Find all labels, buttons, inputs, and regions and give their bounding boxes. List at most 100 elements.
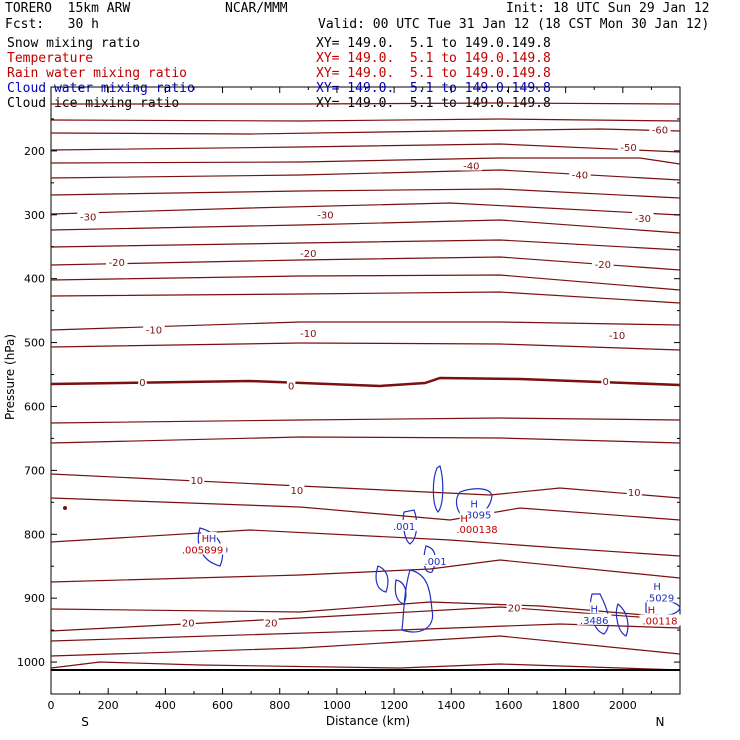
temperature-label-bg [297, 247, 320, 259]
temperature-contour-line [50, 601, 681, 619]
rain-label: .005899 [182, 546, 223, 557]
temperature-label-bg [632, 211, 654, 223]
model-title: TORERO 15km ARW [5, 1, 131, 16]
temperature-label: 20 [265, 618, 278, 629]
rain-label-bg [453, 523, 501, 535]
temperature-label-bg [460, 159, 483, 171]
cloud-water-label: .001 [424, 557, 446, 568]
temperature-contour-line [50, 256, 681, 271]
cloud-water-contours [197, 465, 681, 637]
cloud-water-label-bg [589, 602, 599, 614]
temperature-label: 10 [190, 476, 203, 487]
cloud-water-label: .5029 [646, 593, 675, 604]
temperature-label: -40 [463, 162, 479, 173]
contour-dot [63, 506, 67, 510]
temperature-label-bg [592, 257, 614, 269]
field-snow-xy: XY= 149.0. 5.1 to 149.0.149.8 [316, 36, 551, 51]
cloud-water-label: .3095 [463, 510, 492, 521]
cloud-water-label-bg [576, 613, 612, 625]
temperature-contour-line [50, 202, 681, 216]
temperature-label-bg [569, 168, 591, 180]
rain-label: H [648, 606, 656, 617]
temperature-label: 0 [139, 378, 145, 389]
rain-label-bg [459, 512, 469, 524]
x-tick-label: 400 [155, 699, 176, 712]
temperature-label-bg [617, 140, 640, 152]
cloud-water-label: H [470, 500, 478, 511]
temperature-label: 0 [602, 377, 608, 388]
temperature-contour-line [50, 376, 681, 388]
temperature-label: -20 [109, 258, 125, 269]
temperature-contour-line [50, 239, 681, 251]
temperature-contour-line [50, 128, 681, 135]
temperature-label-bg [297, 326, 320, 338]
temperature-label: 10 [291, 486, 304, 497]
temperature-contour-line [50, 473, 681, 499]
temperature-contour-line [50, 321, 681, 331]
chart-labels: -60 -50 -40 -40 -30 -30 -30 -20 -20 -20 -10 -10 -10 0… [77, 123, 681, 629]
cloud-water-label: .3486 [580, 616, 609, 627]
x-tick-label: 0 [48, 699, 55, 712]
x-tick-label: 1200 [380, 699, 408, 712]
y-tick-label: 1000 [17, 656, 45, 669]
temperature-label-bg [506, 601, 522, 613]
y-tick-label: 700 [24, 464, 45, 477]
temperature-label: 0 [288, 381, 294, 392]
temperature-contour-line [50, 118, 681, 122]
cloud-water-label-bg [642, 591, 678, 603]
field-rain-xy: XY= 149.0. 5.1 to 149.0.149.8 [316, 66, 551, 81]
temperature-contour-line [50, 529, 681, 557]
x-axis-title: Distance (km) [326, 714, 410, 728]
field-rain-label: Rain water mixing ratio [7, 66, 188, 81]
x-tick-label: 1600 [494, 699, 522, 712]
temperature-contour-line [50, 188, 681, 199]
temperature-label-bg [286, 379, 296, 391]
x-tick-label: 200 [98, 699, 119, 712]
temperature-label-bg [138, 376, 147, 388]
cloud-water-label-bg [390, 519, 419, 531]
temperature-contour-line [50, 219, 681, 234]
y-tick-label: 800 [24, 528, 45, 541]
rain-label: .00118 [642, 616, 677, 627]
temperature-label-bg [289, 484, 305, 496]
temperature-label: -10 [609, 331, 625, 342]
y-tick-label: 400 [24, 273, 45, 286]
rain-label-bg [639, 614, 681, 626]
rain-label-bg [201, 532, 210, 544]
temperature-label: -40 [572, 170, 588, 181]
temperature-contour-line [50, 342, 681, 351]
cloud-water-contour [432, 465, 444, 513]
temperature-label-bg [314, 208, 337, 220]
rain-label: .000138 [456, 525, 497, 536]
x-tick-label: 1400 [437, 699, 465, 712]
temperature-label: -20 [595, 260, 611, 271]
x-tick-label: 600 [212, 699, 233, 712]
temperature-label-bg [626, 486, 642, 498]
temperature-contour-line [50, 157, 681, 165]
y-tick-label: 900 [24, 592, 45, 605]
temperature-label-bg [601, 374, 610, 386]
temperature-contour-line [50, 143, 681, 153]
south-end-label: S [81, 715, 89, 729]
rain-label-bg [178, 543, 227, 555]
rain-label-bg [647, 603, 656, 615]
temperature-label: -30 [317, 211, 333, 222]
field-snow-label: Snow mixing ratio [7, 36, 141, 51]
temperature-label: -10 [146, 326, 162, 337]
temperature-contour-line [50, 497, 681, 521]
temperature-contour-line [50, 291, 681, 304]
temperature-contour-line [51, 102, 681, 105]
temperature-label: 20 [508, 604, 521, 615]
temperature-contour-line [50, 606, 681, 632]
cloud-water-label-bg [459, 508, 495, 520]
temperature-contour-line [50, 623, 681, 642]
cloud-water-contour [615, 603, 629, 637]
center-label: NCAR/MMM [225, 1, 288, 16]
cloud-water-label: H [590, 604, 598, 615]
temperature-label-bg [106, 255, 128, 267]
temperature-label: 20 [182, 618, 195, 629]
temperature-contour-line [50, 635, 681, 657]
field-temperature-xy: XY= 149.0. 5.1 to 149.0.149.8 [316, 51, 551, 66]
temperature-label-bg [189, 473, 205, 485]
